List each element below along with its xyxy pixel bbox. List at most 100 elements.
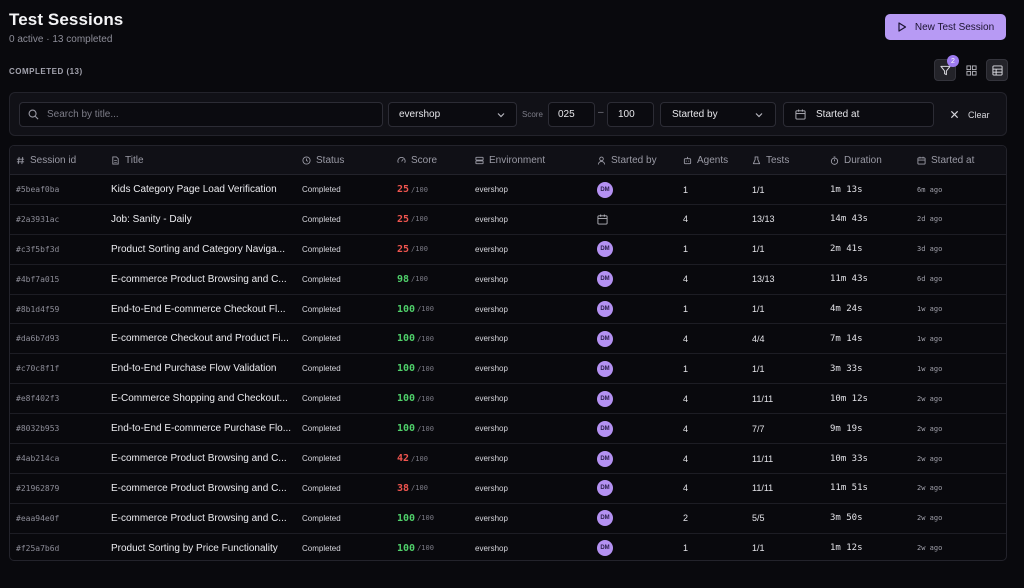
score-number: 100 <box>397 303 416 315</box>
score-max-input[interactable]: 100 <box>607 102 654 127</box>
table-row[interactable]: #c70c8f1f End-to-End Purchase Flow Valida… <box>10 354 1006 385</box>
session-id[interactable]: #4ab214ca <box>16 454 60 464</box>
environment-select[interactable]: evershop <box>388 102 517 127</box>
column-session-id[interactable]: Session id <box>16 146 76 175</box>
clear-filters-button[interactable]: Clear <box>950 102 990 127</box>
duration-value: 4m 24s <box>830 304 863 315</box>
bot-icon <box>683 156 692 165</box>
table-view-button[interactable] <box>986 59 1008 81</box>
session-id[interactable]: #8032b953 <box>16 424 60 434</box>
status-badge: Completed <box>302 364 341 374</box>
session-title[interactable]: End-to-End E-commerce Purchase Flo... <box>111 423 292 435</box>
session-id[interactable]: #21962879 <box>16 483 60 493</box>
avatar: DM <box>597 390 613 407</box>
table-row[interactable]: #eaa94e0f E-commerce Product Browsing and… <box>10 504 1006 534</box>
table-row[interactable]: #2a3931ac Job: Sanity - Daily Completed 25/… <box>10 205 1006 235</box>
session-title[interactable]: E-commerce Product Browsing and C... <box>111 453 287 465</box>
score-value: 100/100 <box>397 354 434 383</box>
column-tests-label: Tests <box>766 155 790 166</box>
grid-view-button[interactable] <box>960 59 982 81</box>
column-title-label: Title <box>125 155 144 166</box>
session-title[interactable]: End-to-End E-commerce Checkout Fl... <box>111 303 286 315</box>
environment-value: evershop <box>475 274 508 284</box>
session-title[interactable]: E-commerce Product Browsing and C... <box>111 482 287 494</box>
table-row[interactable]: #4bf7a015 E-commerce Product Browsing and… <box>10 265 1006 295</box>
column-started-by[interactable]: Started by <box>597 146 657 175</box>
search-icon <box>28 109 39 120</box>
column-duration[interactable]: Duration <box>830 146 882 175</box>
column-title[interactable]: Title <box>111 146 144 175</box>
column-score[interactable]: Score <box>397 146 437 175</box>
session-title[interactable]: E-commerce Checkout and Product Fi... <box>111 333 289 345</box>
column-agents[interactable]: Agents <box>683 146 728 175</box>
avatar: DM <box>597 540 613 557</box>
column-status[interactable]: Status <box>302 146 344 175</box>
session-id[interactable]: #da6b7d93 <box>16 334 60 344</box>
agents-count: 2 <box>683 513 689 524</box>
close-icon <box>950 110 959 119</box>
calendar-icon <box>597 214 608 225</box>
table-row[interactable]: #da6b7d93 E-commerce Checkout and Product… <box>10 324 1006 355</box>
filter-button[interactable]: 2 <box>934 55 959 81</box>
table-row[interactable]: #f25a7b6d Product Sorting by Price Functi… <box>10 534 1006 560</box>
started-at-picker[interactable]: Started at <box>783 102 934 127</box>
environment-value: evershop <box>475 543 508 553</box>
environment-value: evershop <box>475 394 508 404</box>
score-max: /100 <box>417 305 434 314</box>
avatar: DM <box>597 181 613 198</box>
avatar: DM <box>597 301 613 318</box>
score-min-input[interactable]: 025 <box>548 102 595 127</box>
column-started-at[interactable]: Started at <box>917 146 974 175</box>
session-title[interactable]: E-commerce Product Browsing and C... <box>111 512 287 524</box>
new-test-session-button[interactable]: New Test Session <box>885 14 1006 40</box>
session-id[interactable]: #4bf7a015 <box>16 274 60 284</box>
table-row[interactable]: #5beaf0ba Kids Category Page Load Verific… <box>10 175 1006 205</box>
started-by-select[interactable]: Started by <box>660 102 776 127</box>
session-id[interactable]: #e8f402f3 <box>16 394 60 404</box>
session-title[interactable]: Product Sorting by Price Functionality <box>111 542 278 554</box>
filter-icon <box>939 65 951 75</box>
session-id[interactable]: #2a3931ac <box>16 214 60 224</box>
agents-count: 1 <box>683 543 689 554</box>
session-title[interactable]: Job: Sanity - Daily <box>111 213 192 225</box>
table-row[interactable]: #21962879 E-commerce Product Browsing and… <box>10 474 1006 504</box>
search-field[interactable] <box>19 102 383 127</box>
table-row[interactable]: #e8f402f3 E-Commerce Shopping and Checkou… <box>10 384 1006 415</box>
session-title[interactable]: End-to-End Purchase Flow Validation <box>111 363 277 375</box>
column-tests[interactable]: Tests <box>752 146 789 175</box>
session-id[interactable]: #5beaf0ba <box>16 185 60 194</box>
column-session-id-label: Session id <box>30 155 77 166</box>
calendar-icon <box>795 109 806 120</box>
table-row[interactable]: #c3f5bf3d Product Sorting and Category Na… <box>10 235 1006 265</box>
session-id[interactable]: #c3f5bf3d <box>16 244 60 254</box>
chevron-down-icon <box>497 112 505 117</box>
session-id[interactable]: #c70c8f1f <box>16 364 60 374</box>
environment-value: evershop <box>475 304 508 314</box>
status-badge: Completed <box>302 513 341 523</box>
session-id[interactable]: #eaa94e0f <box>16 513 60 523</box>
table-row[interactable]: #4ab214ca E-commerce Product Browsing and… <box>10 444 1006 474</box>
search-input[interactable] <box>47 109 367 120</box>
grid-view-icon <box>965 64 977 76</box>
score-value: 100/100 <box>397 324 434 353</box>
session-id[interactable]: #8b1d4f59 <box>16 304 60 314</box>
score-value: 42/100 <box>397 444 428 473</box>
table-header: Session id Title Status Score Environmen… <box>10 146 1006 175</box>
status-badge: Completed <box>302 543 341 553</box>
session-title[interactable]: Kids Category Page Load Verification <box>111 184 277 195</box>
tests-count: 11/11 <box>752 453 774 464</box>
session-id[interactable]: #f25a7b6d <box>16 543 60 553</box>
calendar-icon <box>917 156 926 165</box>
table-row[interactable]: #8032b953 End-to-End E-commerce Purchase … <box>10 414 1006 445</box>
session-title[interactable]: E-Commerce Shopping and Checkout... <box>111 393 288 405</box>
column-environment[interactable]: Environment <box>475 146 545 175</box>
session-title[interactable]: Product Sorting and Category Naviga... <box>111 243 285 255</box>
table-row[interactable]: #8b1d4f59 End-to-End E-commerce Checkout … <box>10 295 1006 325</box>
environment-value: evershop <box>475 214 508 224</box>
environment-value: evershop <box>475 185 508 194</box>
score-number: 100 <box>397 542 416 554</box>
started-at-value: 2w ago <box>917 514 943 523</box>
session-title[interactable]: E-commerce Product Browsing and C... <box>111 273 287 285</box>
started-at-value: 2w ago <box>917 544 943 553</box>
